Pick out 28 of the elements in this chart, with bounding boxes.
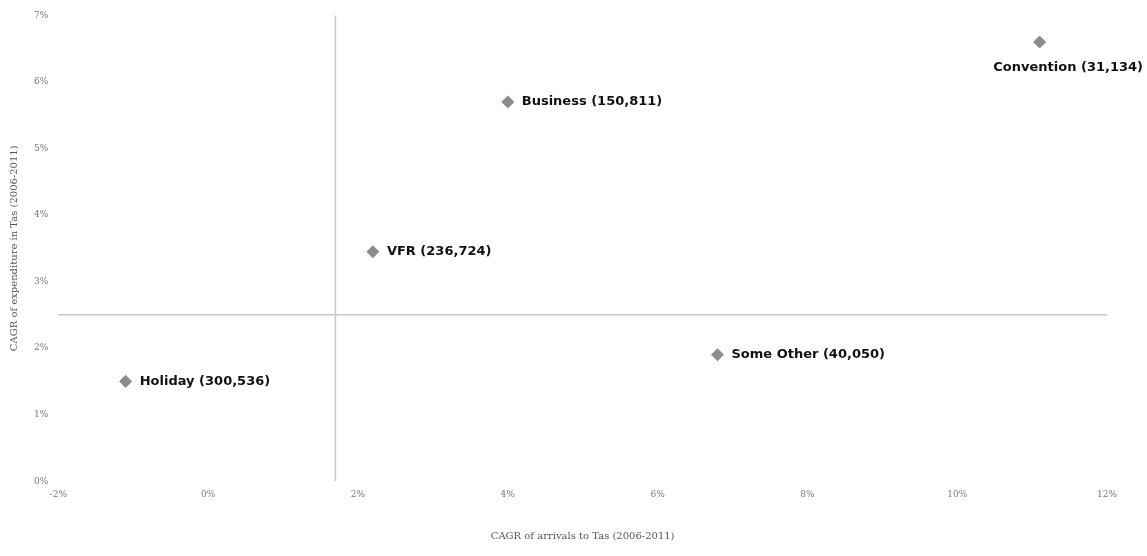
x-axis-title: CAGR of arrivals to Tas (2006-2011)	[490, 529, 675, 541]
x-tick-label: 6%	[650, 488, 666, 499]
annotation: Holiday (300,536)	[139, 372, 271, 388]
x-tick-label: 10%	[947, 488, 968, 499]
point	[366, 245, 380, 259]
x-tick-label: 2%	[350, 488, 366, 499]
annotation: Convention (31,134)	[993, 59, 1143, 75]
x-tick-label: 8%	[800, 488, 815, 499]
point	[501, 95, 515, 109]
point	[710, 348, 724, 362]
x-tick-label: -2%	[49, 488, 68, 499]
x-tick-label: 0%	[200, 488, 216, 499]
annotation: Some Other (40,050)	[731, 346, 885, 362]
x-tick-label: 4%	[500, 488, 516, 499]
point	[1033, 35, 1047, 49]
annotation: Business (150,811)	[521, 93, 663, 109]
annotation: VFR (236,724)	[386, 243, 492, 258]
y-tick-label: 2%	[34, 342, 49, 353]
y-tick-label: 1%	[34, 409, 49, 419]
point	[119, 374, 133, 388]
y-tick-label: 6%	[34, 76, 49, 87]
x-tick-label: 12%	[1096, 488, 1118, 499]
y-tick-label: 5%	[34, 142, 49, 153]
y-tick-label: 4%	[34, 209, 49, 220]
y-axis-title: CAGR of expenditure in Tas (2006-2011)	[7, 145, 19, 352]
y-tick-label: 7%	[34, 9, 49, 20]
y-tick-label: 3%	[34, 275, 49, 286]
y-tick-label: 0%	[34, 475, 49, 486]
